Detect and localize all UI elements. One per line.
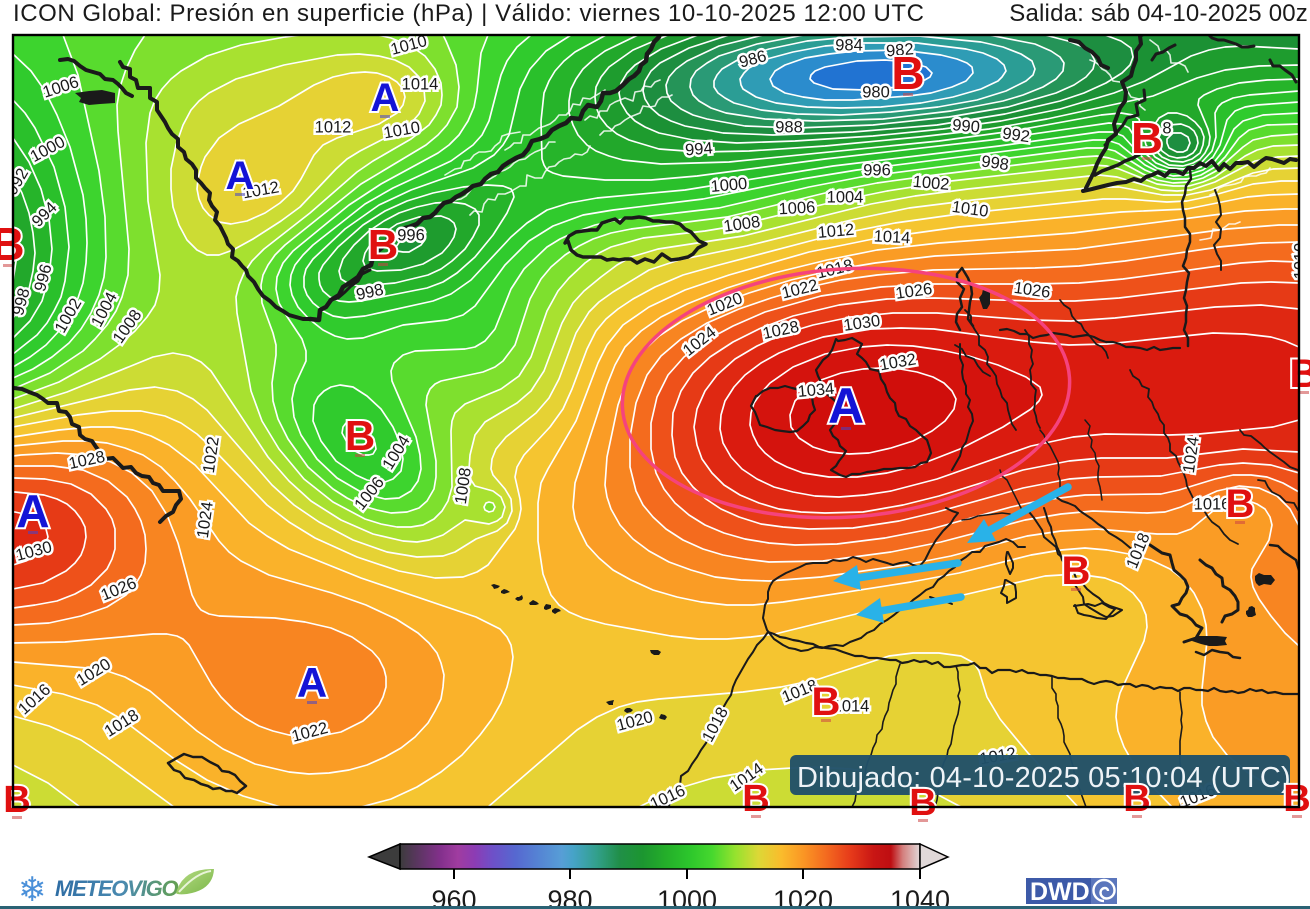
svg-text:996: 996 xyxy=(863,161,891,179)
svg-text:1006: 1006 xyxy=(778,198,816,218)
svg-text:DWD: DWD xyxy=(1030,878,1090,906)
svg-text:980: 980 xyxy=(547,885,592,909)
svg-text:1016: 1016 xyxy=(1194,495,1231,513)
svg-text:B: B xyxy=(1283,778,1310,820)
svg-text:B: B xyxy=(1226,482,1255,526)
svg-text:1020: 1020 xyxy=(773,885,833,909)
svg-text:1014: 1014 xyxy=(833,697,870,715)
svg-text:B: B xyxy=(891,47,924,99)
svg-text:1002: 1002 xyxy=(912,173,950,194)
svg-text:A: A xyxy=(16,485,49,537)
svg-text:A: A xyxy=(297,659,327,706)
svg-text:B: B xyxy=(1131,114,1163,163)
svg-text:1004: 1004 xyxy=(827,188,864,206)
svg-text:1040: 1040 xyxy=(890,885,950,909)
svg-text:B: B xyxy=(742,778,769,820)
svg-text:998: 998 xyxy=(980,153,1010,175)
svg-text:B: B xyxy=(812,680,841,724)
svg-text:B: B xyxy=(3,779,30,821)
svg-text:B: B xyxy=(345,412,375,459)
svg-text:990: 990 xyxy=(952,116,981,136)
svg-text:B: B xyxy=(368,221,398,268)
svg-text:B: B xyxy=(909,782,936,824)
svg-text:Dibujado: 04-10-2025 05:10:04: Dibujado: 04-10-2025 05:10:04 (UTC) xyxy=(797,762,1291,794)
svg-text:8: 8 xyxy=(1162,119,1171,137)
svg-text:1014: 1014 xyxy=(873,227,911,247)
svg-text:992: 992 xyxy=(1001,125,1031,147)
svg-text:A: A xyxy=(226,154,255,198)
svg-text:984: 984 xyxy=(835,36,863,54)
svg-text:B: B xyxy=(1062,549,1091,593)
svg-text:B: B xyxy=(1123,778,1150,820)
svg-text:960: 960 xyxy=(431,885,476,909)
svg-text:A: A xyxy=(828,378,864,434)
svg-text:996: 996 xyxy=(397,226,425,244)
svg-text:A: A xyxy=(371,76,400,120)
svg-text:994: 994 xyxy=(684,139,713,159)
svg-text:1012: 1012 xyxy=(315,118,352,136)
svg-text:1000: 1000 xyxy=(710,175,748,196)
svg-text:988: 988 xyxy=(775,118,803,136)
svg-text:1014: 1014 xyxy=(402,75,439,93)
svg-text:1000: 1000 xyxy=(657,885,717,909)
svg-text:980: 980 xyxy=(862,83,890,101)
svg-text:1010: 1010 xyxy=(1291,243,1309,280)
svg-text:METEOVIGO: METEOVIGO xyxy=(55,876,179,901)
svg-text:1012: 1012 xyxy=(817,221,855,242)
svg-text:❄: ❄ xyxy=(18,871,47,909)
